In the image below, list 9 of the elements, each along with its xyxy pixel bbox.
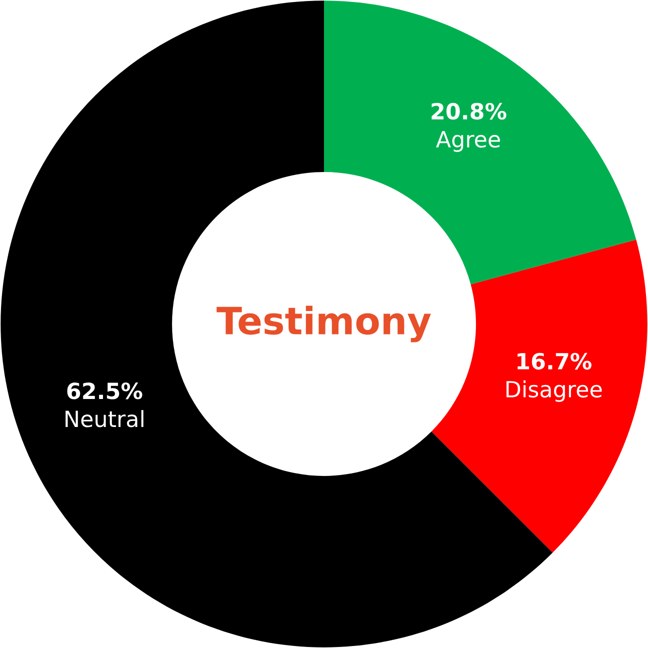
slice-label: Disagree: [506, 380, 602, 402]
donut-slice: [324, 0, 636, 284]
data-label: 20.8%: [432, 102, 506, 120]
data-label: 62.5%: [67, 382, 142, 400]
slice-label: Agree: [436, 131, 500, 152]
slice-label: Neutral: [66, 410, 144, 428]
donut-slice: [431, 240, 648, 553]
data-label: 16.7%: [518, 352, 592, 370]
text: Testimony: [216, 306, 431, 342]
